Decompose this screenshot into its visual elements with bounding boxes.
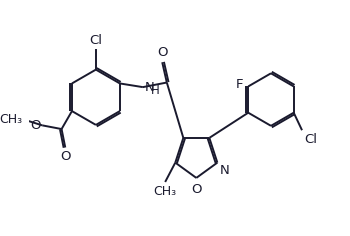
Text: CH₃: CH₃ [154, 185, 177, 198]
Text: Cl: Cl [89, 34, 103, 47]
Text: O: O [60, 150, 70, 163]
Text: O: O [191, 182, 202, 195]
Text: N: N [145, 81, 154, 94]
Text: CH₃: CH₃ [0, 113, 23, 126]
Text: O: O [30, 119, 40, 132]
Text: N: N [220, 164, 230, 177]
Text: O: O [157, 46, 167, 59]
Text: F: F [236, 78, 244, 91]
Text: Cl: Cl [304, 133, 317, 146]
Text: H: H [151, 84, 160, 97]
